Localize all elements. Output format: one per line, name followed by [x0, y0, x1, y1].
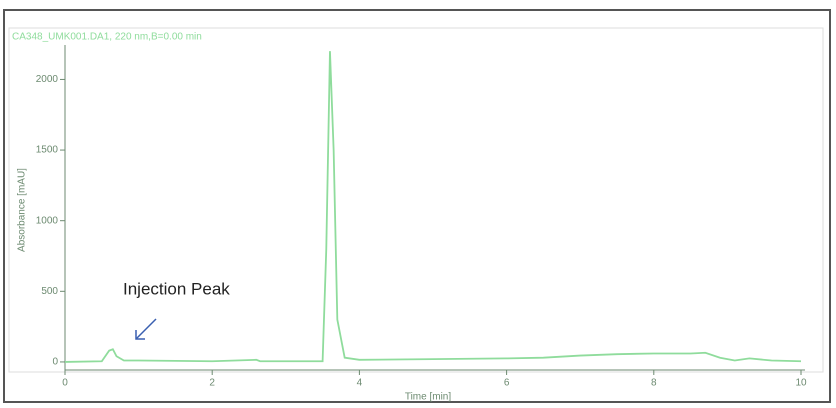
frame [3, 9, 831, 403]
x-tick-label: 2 [209, 378, 215, 389]
y-tick-label: 0 [52, 357, 58, 368]
annotation-arrow [135, 318, 157, 340]
annotation: Injection Peak [123, 279, 230, 298]
chromatogram-line [64, 51, 802, 363]
x-axis-label: Time [min] [405, 392, 452, 403]
y-axis-label: Absorbance [mAU] [17, 168, 28, 252]
x-tick-label: 0 [62, 378, 68, 389]
plot-frame [8, 27, 824, 373]
y-tick-label: 1000 [36, 215, 59, 226]
y-tick-label: 1500 [36, 145, 59, 156]
y-tick-label: 500 [41, 286, 58, 297]
x-tick-label: 6 [504, 378, 510, 389]
x-tick-label: 10 [795, 378, 807, 389]
chart-title: CA348_UMK001.DA1, 220 nm,B=0.00 min [12, 32, 202, 43]
x-tick-label: 8 [651, 378, 657, 389]
y-tick-label: 2000 [36, 74, 59, 85]
x-tick-label: 4 [357, 378, 363, 389]
